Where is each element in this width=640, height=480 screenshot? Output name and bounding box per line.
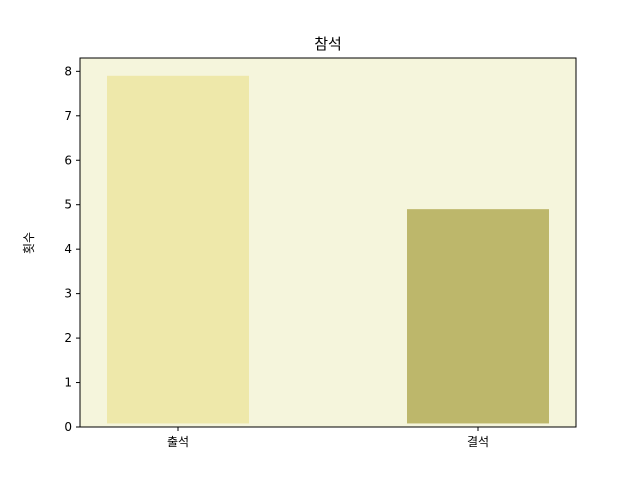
chart-title: 참석 bbox=[314, 35, 342, 53]
bar-2 bbox=[407, 209, 549, 424]
plot-frame bbox=[79, 57, 577, 428]
x-tick-label: 출석 bbox=[167, 435, 189, 449]
y-axis-label: 횟수 bbox=[22, 232, 36, 254]
y-tick-label: 5 bbox=[64, 198, 72, 212]
y-axis-ticks: 0 1 2 3 4 5 6 7 8 bbox=[64, 64, 80, 434]
bars-group bbox=[107, 75, 549, 424]
y-tick-label: 2 bbox=[64, 331, 72, 345]
x-axis-ticks: 출석 결석 bbox=[167, 427, 489, 449]
y-tick-label: 8 bbox=[64, 64, 72, 78]
y-tick-label: 4 bbox=[64, 242, 72, 256]
y-tick-label: 6 bbox=[64, 153, 72, 167]
y-tick-label: 0 bbox=[64, 420, 72, 434]
x-tick-label: 결석 bbox=[467, 435, 489, 449]
y-tick-label: 3 bbox=[64, 287, 72, 301]
bar-1 bbox=[107, 75, 249, 424]
y-tick-label: 1 bbox=[64, 376, 72, 390]
y-tick-label: 7 bbox=[64, 109, 72, 123]
